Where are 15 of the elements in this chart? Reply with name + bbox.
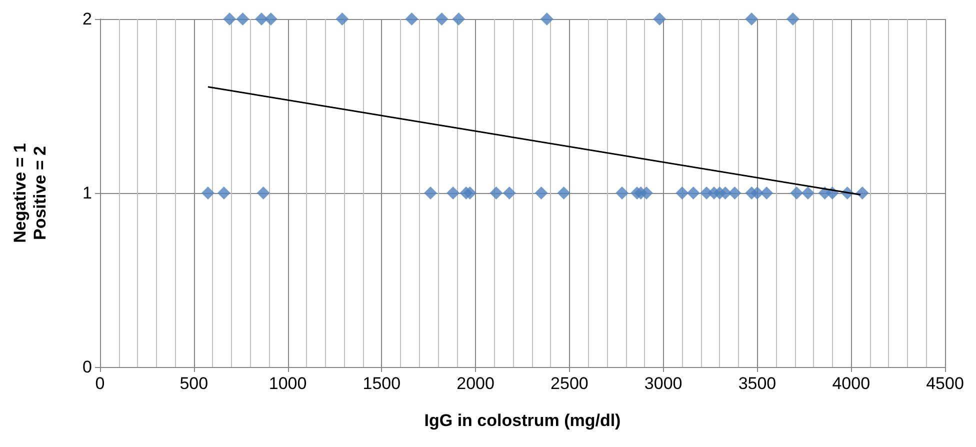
x-tick-label: 4500 xyxy=(926,374,964,393)
x-tick-label: 500 xyxy=(180,374,208,393)
x-tick-label: 1500 xyxy=(362,374,401,393)
y-tick-label: 0 xyxy=(82,358,92,376)
x-tick-label: 3500 xyxy=(738,374,776,393)
x-tick-label: 4000 xyxy=(832,374,870,393)
y-tick-label: 2 xyxy=(82,10,92,28)
x-tick-label: 2000 xyxy=(456,374,494,393)
x-tick-label: 2500 xyxy=(550,374,588,393)
y-tick-label: 1 xyxy=(82,184,92,202)
x-tick-label: 0 xyxy=(95,374,105,393)
x-axis-title: IgG in colostrum (mg/dl) xyxy=(424,411,621,430)
y-axis-title: Negative = 1 Positive = 2 xyxy=(10,143,50,243)
x-tick-label: 1000 xyxy=(268,374,307,393)
x-tick-label: 3000 xyxy=(644,374,682,393)
